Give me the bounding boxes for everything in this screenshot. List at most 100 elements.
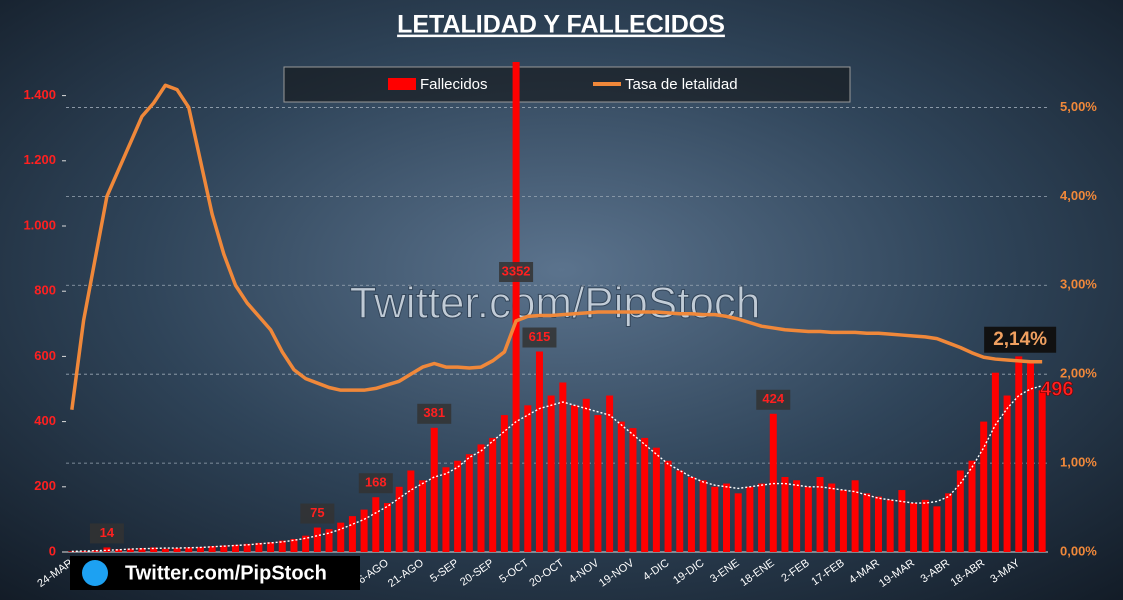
bar <box>921 499 929 552</box>
y-tick-label: 200 <box>34 478 56 493</box>
twitter-icon <box>82 560 108 586</box>
bar-value-label: 75 <box>310 505 324 520</box>
bar <box>910 503 918 552</box>
chart-title: LETALIDAD Y FALLECIDOS <box>397 11 725 39</box>
bar <box>535 351 543 552</box>
bar <box>804 486 812 552</box>
bar <box>161 548 169 552</box>
line <box>71 385 1043 553</box>
bar <box>933 506 941 552</box>
bar <box>956 470 964 552</box>
bar <box>395 486 403 552</box>
label-box <box>756 389 791 410</box>
bar <box>664 460 672 552</box>
bar <box>372 497 380 552</box>
bar <box>1026 362 1034 552</box>
bar <box>337 522 345 552</box>
bar <box>360 509 368 552</box>
bar <box>980 421 988 552</box>
bar <box>173 548 181 552</box>
legend-label: Fallecidos <box>420 76 488 93</box>
bar-value-label: 14 <box>100 525 115 540</box>
bar <box>196 547 204 552</box>
bar <box>968 460 976 552</box>
y-tick-label: 1.200 <box>23 152 56 167</box>
y2-tick-label: 4,00% <box>1060 188 1097 203</box>
bar <box>383 503 391 552</box>
bar-value-label: 168 <box>365 475 387 490</box>
bar <box>758 483 766 552</box>
legend-swatch <box>388 78 416 90</box>
bar <box>278 540 286 552</box>
bar <box>606 395 614 552</box>
bar <box>255 542 263 552</box>
plot-layer: 0,00% 1,00% 2,00% 3,00% 4,00% 5,00% 0 200 400 600… <box>23 62 1097 590</box>
bar <box>290 538 298 552</box>
bar <box>430 427 438 552</box>
bar <box>828 483 836 552</box>
bar <box>348 516 356 552</box>
y2-tick-label: 3,00% <box>1060 277 1097 292</box>
bar <box>220 545 228 552</box>
y-tick-label: 1.000 <box>23 217 56 232</box>
legend-label: Tasa de letalidad <box>625 76 738 93</box>
banner-text: Twitter.com/PipStoch <box>125 562 327 584</box>
label-box <box>300 503 335 524</box>
bar <box>839 490 847 552</box>
bar <box>103 547 111 552</box>
bar <box>115 549 123 552</box>
line <box>70 83 1043 410</box>
label-box <box>358 473 393 494</box>
bar <box>629 428 637 552</box>
bar <box>874 496 882 552</box>
y-tick-label: 600 <box>34 348 56 363</box>
bar <box>477 444 485 552</box>
bar <box>734 493 742 552</box>
legend-box <box>283 66 851 103</box>
bar <box>68 551 76 552</box>
watermark: Twitter.com/PipStoch <box>350 279 761 328</box>
bar <box>723 483 731 552</box>
bar <box>945 493 953 552</box>
bar <box>185 547 193 552</box>
bar <box>652 447 660 552</box>
bar <box>594 415 602 552</box>
bar <box>232 544 240 552</box>
label-box <box>89 523 124 544</box>
bar <box>126 548 134 552</box>
bar <box>1038 390 1046 552</box>
bar <box>91 550 99 552</box>
y2-tick-label: 1,00% <box>1060 455 1097 470</box>
bar <box>711 486 719 552</box>
label-box <box>417 403 452 424</box>
label-box <box>522 327 557 348</box>
bar <box>641 437 649 552</box>
bar <box>150 547 158 552</box>
banner: Twitter.com/PipStoch <box>70 556 360 590</box>
y-tick-label: 0 <box>49 543 56 558</box>
y-tick-label: 1.400 <box>23 87 56 102</box>
y-tick-label: 800 <box>34 283 56 298</box>
bar <box>793 480 801 552</box>
bar <box>559 382 567 552</box>
y-tick-label: 400 <box>34 413 56 428</box>
bar <box>898 490 906 552</box>
bar <box>687 477 695 552</box>
bar <box>454 460 462 552</box>
bar <box>313 527 321 552</box>
bar-value-label: 615 <box>529 329 551 344</box>
bar <box>80 551 88 552</box>
bar <box>699 480 707 552</box>
bar <box>1003 395 1011 552</box>
plot-area <box>68 62 1046 553</box>
bar-value-label: 381 <box>423 405 445 420</box>
bar <box>419 480 427 552</box>
bar <box>991 372 999 552</box>
bar <box>886 499 894 552</box>
bar <box>863 493 871 552</box>
line-value-label: 2,14% <box>993 329 1047 350</box>
bar <box>465 454 473 552</box>
bar <box>676 470 684 552</box>
y2-tick-label: 5,00% <box>1060 99 1097 114</box>
y2-tick-label: 2,00% <box>1060 366 1097 381</box>
